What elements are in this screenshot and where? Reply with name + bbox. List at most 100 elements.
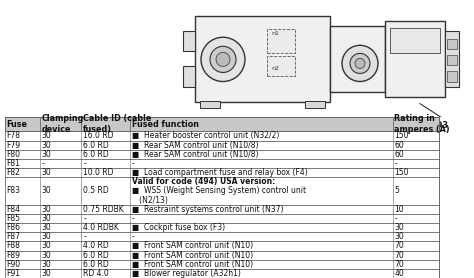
Text: ■  Blower regulator (A32h1): ■ Blower regulator (A32h1) [132,269,241,278]
Text: 0.75 RDBK: 0.75 RDBK [83,205,124,214]
Text: 16.0 RD: 16.0 RD [83,131,114,140]
Bar [267,56,295,76]
Text: 0.5 RD: 0.5 RD [83,187,109,195]
Text: F78: F78 [7,131,20,140]
Text: ■  WSS (Weight Sensing System) control unit: ■ WSS (Weight Sensing System) control un… [132,187,306,195]
Text: Rating in
amperes (A): Rating in amperes (A) [394,114,450,134]
Circle shape [355,58,365,68]
Text: -: - [132,214,135,223]
Text: 30: 30 [394,223,404,232]
Circle shape [201,37,245,81]
Text: F79: F79 [7,141,21,150]
Text: ■  Heater booster control unit (N32/2): ■ Heater booster control unit (N32/2) [132,131,279,140]
Text: F93: F93 [431,121,448,130]
Text: F89: F89 [7,250,20,260]
Text: F83: F83 [7,187,20,195]
Text: Clamping
device: Clamping device [41,114,84,134]
Text: 30: 30 [41,187,51,195]
Text: 6.0 RD: 6.0 RD [83,260,109,269]
Text: (N2/13): (N2/13) [132,196,168,205]
Circle shape [210,46,236,73]
Text: F86: F86 [7,223,20,232]
Bar [447,55,457,65]
Text: ■  Front SAM control unit (N10): ■ Front SAM control unit (N10) [132,241,253,250]
Text: Valid for code (494) USA version:: Valid for code (494) USA version: [132,177,275,186]
Bar [445,31,459,86]
Text: -: - [132,159,135,168]
Bar [330,26,385,91]
Text: 30: 30 [41,250,51,260]
Text: Fused function: Fused function [132,120,199,129]
Bar [5,214,439,223]
Text: 60: 60 [394,141,404,150]
Text: -: - [394,214,397,223]
Bar [195,16,330,102]
Text: 30: 30 [41,150,51,159]
Bar [5,260,439,269]
Circle shape [350,53,370,73]
Text: 30: 30 [41,232,51,241]
Text: -: - [83,232,86,241]
Text: 30: 30 [41,141,51,150]
Text: 70: 70 [394,250,404,260]
Bar [183,66,195,86]
Text: 10.0 RD: 10.0 RD [83,168,114,177]
Text: ■  Load compartment fuse and relay box (F4): ■ Load compartment fuse and relay box (F… [132,168,308,177]
Bar [5,205,439,214]
Text: F85: F85 [7,214,20,223]
Text: 5: 5 [394,187,400,195]
Text: -: - [83,214,86,223]
Text: F88: F88 [7,241,20,250]
Text: 30: 30 [394,232,404,241]
Text: 30: 30 [41,260,51,269]
Text: F81: F81 [7,159,20,168]
Text: F87: F87 [7,232,20,241]
Circle shape [342,45,378,81]
Text: 6.0 RD: 6.0 RD [83,141,109,150]
Text: n1: n1 [271,31,279,36]
Bar [5,131,439,141]
Bar [5,177,439,205]
Text: 30: 30 [41,214,51,223]
Text: RD 4.0: RD 4.0 [83,269,109,278]
Text: Fuse: Fuse [7,120,27,129]
Bar [5,117,439,131]
Bar [267,29,295,53]
Text: 150: 150 [394,168,409,177]
Text: F90: F90 [7,260,21,269]
Text: F80: F80 [7,150,20,159]
Text: ■  Cockpit fuse box (F3): ■ Cockpit fuse box (F3) [132,223,225,232]
Text: ■  Rear SAM control unit (N10/8): ■ Rear SAM control unit (N10/8) [132,150,258,159]
Text: -: - [394,159,397,168]
Text: ■  Front SAM control unit (N10): ■ Front SAM control unit (N10) [132,250,253,260]
Text: ■  Restraint systems control unit (N37): ■ Restraint systems control unit (N37) [132,205,283,214]
Text: 30: 30 [41,205,51,214]
Text: 60: 60 [394,150,404,159]
Bar [447,39,457,49]
Text: -: - [41,159,44,168]
Bar [5,223,439,232]
Text: 150: 150 [394,131,409,140]
Text: 70: 70 [394,260,404,269]
Text: -: - [132,232,135,241]
Bar [5,232,439,241]
Text: 4.0 RD: 4.0 RD [83,241,109,250]
Text: 30: 30 [41,223,51,232]
Bar [5,269,439,278]
Text: Cable ID (cable
fused): Cable ID (cable fused) [83,114,152,134]
Bar [5,250,439,260]
Text: ■  Front SAM control unit (N10): ■ Front SAM control unit (N10) [132,260,253,269]
Text: 4.0 RDBK: 4.0 RDBK [83,223,119,232]
Text: F84: F84 [7,205,20,214]
Circle shape [216,52,230,66]
Text: F91: F91 [7,269,20,278]
Text: -: - [83,159,86,168]
Bar [200,101,220,108]
Text: 40: 40 [394,269,404,278]
Text: ■  Rear SAM control unit (N10/8): ■ Rear SAM control unit (N10/8) [132,141,258,150]
Bar [390,28,440,53]
Bar [183,31,195,51]
Bar [385,21,445,97]
Text: 30: 30 [41,168,51,177]
Bar [447,71,457,81]
